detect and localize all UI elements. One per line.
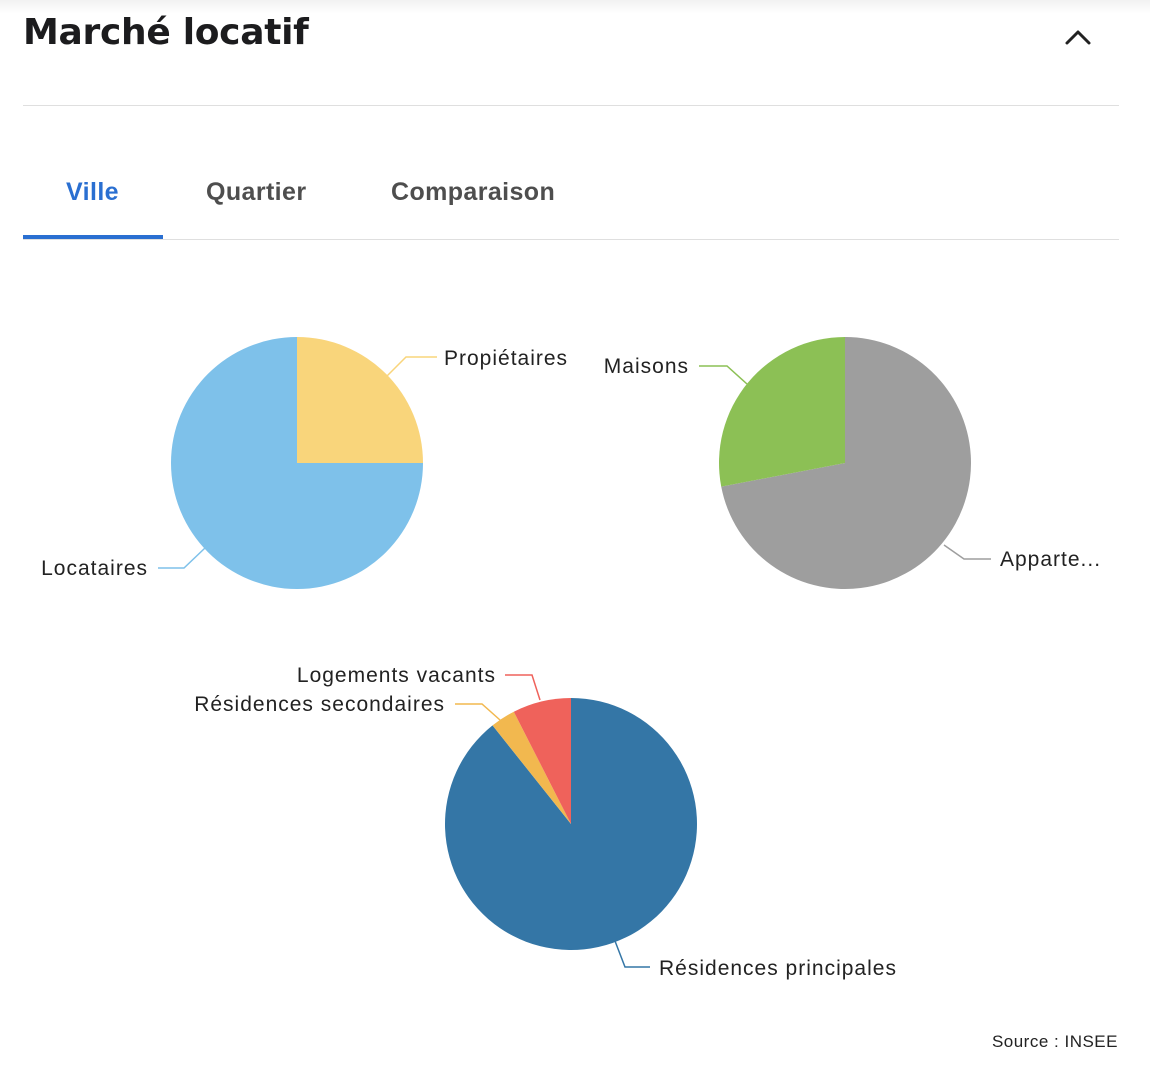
source-note: Source : INSEE (991, 1032, 1118, 1051)
label-connector-locataires (158, 547, 206, 569)
page-title: Marché locatif (23, 12, 309, 53)
tab-ville[interactable]: Ville (66, 178, 119, 206)
pie-slice-proprietaires[interactable] (297, 337, 423, 463)
pie-slice-residences-secondaires[interactable] (492, 711, 571, 824)
slice-label-apparte: Apparte... (1000, 548, 1101, 571)
pie-chart-3: Résidences principales Résidences seconda… (194, 664, 897, 980)
label-connector-logements-vacants (505, 674, 541, 701)
tab-comparaison[interactable]: Comparaison (391, 178, 556, 206)
label-connector-apparte (943, 544, 991, 560)
slice-label-propietaires: Propiétaires (444, 347, 568, 370)
pie-chart-1: Propiétaires Locataires (41, 337, 568, 589)
slice-label-locataires: Locataires (41, 557, 148, 580)
tabs-divider (23, 239, 1119, 240)
label-connector-propietaires (384, 356, 437, 379)
top-shadow (0, 0, 1150, 14)
slice-label-maisons: Maisons (604, 355, 689, 378)
active-tab-indicator (23, 235, 163, 239)
collapse-button[interactable] (1056, 17, 1100, 57)
pie-slice-logements-vacants[interactable] (513, 698, 571, 824)
slice-label-logements-vacants: Logements vacants (297, 664, 496, 687)
header-divider (23, 105, 1119, 106)
label-connector-residences-principales (614, 940, 650, 968)
slice-label-residences-principales: Résidences principales (659, 957, 897, 980)
label-connector-maisons (699, 365, 748, 385)
pie-slice-appartements[interactable] (721, 337, 972, 589)
label-connector-residences-secondaires (455, 703, 501, 721)
tab-quartier[interactable]: Quartier (206, 178, 307, 206)
pie-slice-locataires[interactable] (171, 337, 423, 589)
chevron-up-icon (1065, 30, 1091, 45)
pie-slice-residences-principales[interactable] (445, 698, 698, 951)
slice-label-residences-secondaires: Résidences secondaires (194, 693, 445, 716)
pie-chart-2: Apparte... Maisons (604, 337, 1101, 589)
pie-slice-maisons[interactable] (718, 337, 845, 487)
